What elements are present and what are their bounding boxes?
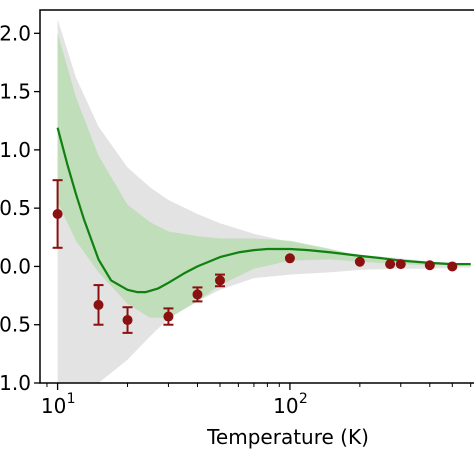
y-tick-label: 0.5 [0, 196, 31, 220]
x-tick-exponent: 1 [67, 391, 76, 407]
marker [395, 259, 406, 270]
fit-line-group [56, 127, 471, 294]
data-point-8 [354, 256, 365, 267]
data-point-11 [424, 260, 435, 271]
green-band [57, 33, 471, 318]
data-point-2 [93, 284, 104, 326]
x-axis-label: Temperature (K) [206, 425, 369, 449]
y-tick-label: 2.0 [0, 21, 31, 45]
plot-frame [39, 9, 474, 384]
y-tick-label: -0.5 [0, 313, 31, 337]
data-point-7 [284, 253, 295, 264]
marker [354, 256, 365, 267]
data-points [52, 179, 458, 334]
y-tick-label: -1.0 [0, 371, 31, 395]
marker [447, 261, 458, 272]
marker [424, 260, 435, 271]
marker [192, 289, 203, 300]
y-tick-label: 0.0 [0, 254, 31, 278]
marker [385, 259, 396, 270]
data-point-9 [385, 259, 396, 270]
data-point-4 [163, 307, 174, 326]
marker [163, 311, 174, 322]
data-point-12 [447, 261, 458, 272]
y-tick-label: 1.0 [0, 138, 31, 162]
marker [52, 208, 63, 219]
confidence-bands [57, 19, 471, 383]
marker [284, 253, 295, 264]
data-point-3 [122, 306, 133, 334]
marker [93, 299, 104, 310]
data-point-1 [52, 179, 63, 249]
marker [214, 275, 225, 286]
x-tick-label: 10 [273, 394, 298, 418]
data-point-6 [214, 273, 225, 288]
fit-line [56, 127, 471, 294]
data-point-10 [395, 259, 406, 270]
x-tick-label: 10 [41, 394, 66, 418]
y-tick-label: 1.5 [0, 80, 31, 104]
x-tick-exponent: 2 [299, 391, 308, 407]
marker [122, 315, 133, 326]
data-point-5 [192, 286, 203, 303]
